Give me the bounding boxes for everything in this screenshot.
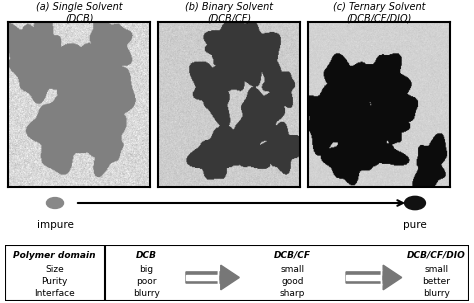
- Text: small: small: [281, 265, 305, 274]
- Text: blurry: blurry: [133, 289, 160, 298]
- Text: pure: pure: [403, 220, 427, 230]
- Text: sharp: sharp: [280, 289, 305, 298]
- Text: DCB/CF: DCB/CF: [274, 251, 311, 260]
- Text: better: better: [422, 277, 450, 286]
- Text: DCB: DCB: [136, 251, 157, 260]
- Text: (c) Ternary Solvent
(DCB/CF/DIO): (c) Ternary Solvent (DCB/CF/DIO): [333, 2, 425, 24]
- Polygon shape: [346, 265, 402, 290]
- Text: (b) Binary Solvent
(DCB/CF): (b) Binary Solvent (DCB/CF): [185, 2, 273, 24]
- Text: blurry: blurry: [423, 289, 450, 298]
- Text: good: good: [282, 277, 304, 286]
- Text: big: big: [139, 265, 154, 274]
- Text: DCB/CF/DIO: DCB/CF/DIO: [407, 251, 466, 260]
- Text: Polymer domain: Polymer domain: [13, 251, 96, 260]
- Text: small: small: [424, 265, 448, 274]
- Polygon shape: [186, 265, 239, 290]
- Polygon shape: [186, 270, 219, 285]
- Text: impure: impure: [36, 220, 73, 230]
- Text: Purity: Purity: [41, 277, 68, 286]
- Text: Size: Size: [46, 265, 64, 274]
- Text: Interface: Interface: [34, 289, 75, 298]
- Text: poor: poor: [136, 277, 157, 286]
- Text: (a) Single Solvent
(DCB): (a) Single Solvent (DCB): [36, 2, 122, 24]
- Polygon shape: [346, 270, 381, 285]
